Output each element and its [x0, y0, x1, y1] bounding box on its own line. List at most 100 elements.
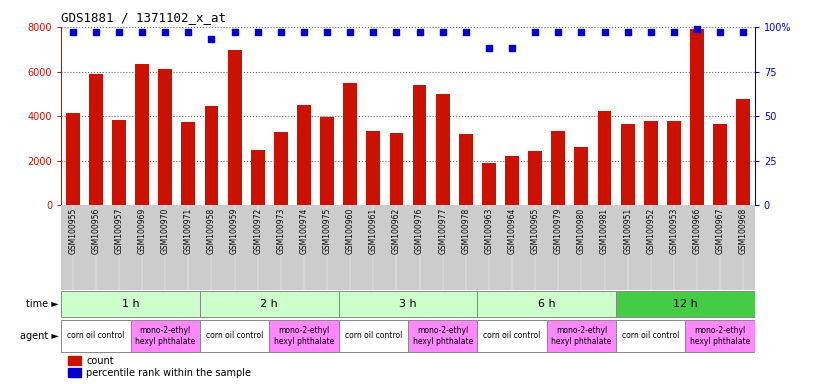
Point [667, 29, 681, 35]
Bar [339, 320, 408, 352]
Text: GSM100969: GSM100969 [138, 208, 147, 254]
Text: corn oil control: corn oil control [344, 331, 402, 341]
Point [598, 29, 611, 35]
Bar [158, 69, 172, 205]
Bar [251, 150, 264, 205]
Point [158, 29, 171, 35]
Point [413, 29, 426, 35]
Text: GSM100972: GSM100972 [253, 208, 262, 254]
Text: corn oil control: corn oil control [206, 331, 264, 341]
Text: GSM100973: GSM100973 [277, 208, 286, 254]
Text: corn oil control: corn oil control [622, 331, 680, 341]
Text: mono-2-ethyl
hexyl phthalate: mono-2-ethyl hexyl phthalate [690, 326, 750, 346]
Point [713, 29, 726, 35]
Point [274, 29, 287, 35]
Bar [621, 124, 635, 205]
Bar [320, 117, 334, 205]
Text: 1 h: 1 h [122, 299, 140, 310]
Bar [690, 29, 704, 205]
Text: GSM100951: GSM100951 [623, 208, 632, 254]
Point [66, 29, 79, 35]
Text: GSM100963: GSM100963 [485, 208, 494, 254]
Text: GSM100960: GSM100960 [346, 208, 355, 254]
Bar [344, 83, 357, 205]
Bar [459, 134, 472, 205]
Text: GSM100962: GSM100962 [392, 208, 401, 254]
Text: GSM100957: GSM100957 [114, 208, 123, 254]
Point [505, 45, 518, 51]
Point [251, 29, 264, 35]
Point [321, 29, 334, 35]
Point [135, 29, 149, 35]
Bar [505, 156, 519, 205]
Bar [644, 121, 658, 205]
Point [737, 29, 750, 35]
Bar [413, 85, 427, 205]
Bar [713, 124, 727, 205]
Bar [547, 320, 616, 352]
Point [552, 29, 565, 35]
Text: mono-2-ethyl
hexyl phthalate: mono-2-ethyl hexyl phthalate [413, 326, 472, 346]
Text: GSM100964: GSM100964 [508, 208, 517, 254]
Text: GSM100974: GSM100974 [299, 208, 308, 254]
Bar [574, 147, 588, 205]
Text: count: count [86, 356, 113, 366]
Text: 6 h: 6 h [538, 299, 556, 310]
Point [529, 29, 542, 35]
Bar [228, 50, 242, 205]
Point [182, 29, 195, 35]
Point [344, 29, 357, 35]
Point [390, 29, 403, 35]
Point [89, 29, 102, 35]
Text: GSM100971: GSM100971 [184, 208, 193, 254]
Bar [366, 131, 380, 205]
Point [574, 29, 588, 35]
Bar [297, 105, 311, 205]
Text: 3 h: 3 h [399, 299, 417, 310]
Bar [274, 132, 288, 205]
Text: agent ►: agent ► [20, 331, 59, 341]
Bar [528, 151, 542, 205]
Bar [616, 291, 755, 317]
Text: time ►: time ► [26, 299, 59, 310]
Bar [339, 291, 477, 317]
Text: GSM100978: GSM100978 [461, 208, 470, 254]
Bar [89, 74, 103, 205]
Point [297, 29, 310, 35]
Text: GSM100966: GSM100966 [693, 208, 702, 254]
Text: GSM100979: GSM100979 [554, 208, 563, 254]
Text: GSM100980: GSM100980 [577, 208, 586, 254]
Point [644, 29, 657, 35]
Point [228, 29, 241, 35]
Text: GSM100970: GSM100970 [161, 208, 170, 254]
Bar [477, 291, 616, 317]
Text: GSM100965: GSM100965 [530, 208, 539, 254]
Bar [61, 291, 200, 317]
Text: GSM100975: GSM100975 [322, 208, 331, 254]
Text: 2 h: 2 h [260, 299, 278, 310]
Bar [482, 163, 496, 205]
Point [366, 29, 379, 35]
Text: GDS1881 / 1371102_x_at: GDS1881 / 1371102_x_at [61, 11, 226, 24]
Bar [597, 111, 611, 205]
Text: GSM100958: GSM100958 [207, 208, 216, 254]
Bar [408, 320, 477, 352]
Bar [552, 131, 565, 205]
Bar [736, 99, 750, 205]
Point [482, 45, 495, 51]
Bar [200, 320, 269, 352]
Text: mono-2-ethyl
hexyl phthalate: mono-2-ethyl hexyl phthalate [552, 326, 611, 346]
Bar [68, 368, 81, 377]
Text: GSM100967: GSM100967 [716, 208, 725, 254]
Text: GSM100956: GSM100956 [91, 208, 100, 254]
Point [690, 26, 703, 32]
Point [621, 29, 634, 35]
Text: percentile rank within the sample: percentile rank within the sample [86, 368, 251, 378]
Text: GSM100976: GSM100976 [415, 208, 424, 254]
Bar [685, 320, 755, 352]
Bar [616, 320, 685, 352]
Bar [389, 133, 403, 205]
Bar [112, 119, 126, 205]
Bar [66, 113, 80, 205]
Bar [436, 94, 450, 205]
